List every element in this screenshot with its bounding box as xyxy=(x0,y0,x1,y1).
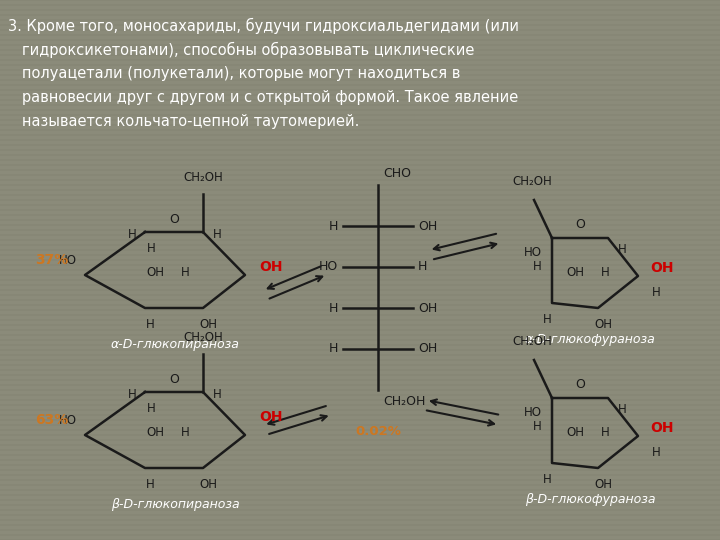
Text: H: H xyxy=(145,318,154,331)
Text: OH: OH xyxy=(199,318,217,331)
Text: O: O xyxy=(575,378,585,391)
Text: OH: OH xyxy=(146,426,164,438)
Text: OH: OH xyxy=(259,260,282,274)
Text: OH: OH xyxy=(418,301,437,314)
Text: H: H xyxy=(418,260,428,273)
Text: H: H xyxy=(328,219,338,233)
Text: H: H xyxy=(618,243,626,256)
Text: 0.02%: 0.02% xyxy=(355,425,401,438)
Text: CH₂OH: CH₂OH xyxy=(512,175,552,188)
Text: OH: OH xyxy=(594,318,612,331)
Text: OH: OH xyxy=(259,410,282,424)
Text: называется кольчато-цепной таутомерией.: называется кольчато-цепной таутомерией. xyxy=(8,114,359,129)
Text: HO: HO xyxy=(524,406,542,419)
Text: H: H xyxy=(147,242,156,255)
Text: H: H xyxy=(181,426,189,438)
Text: H: H xyxy=(328,301,338,314)
Text: H: H xyxy=(128,388,137,401)
Text: CH₂OH: CH₂OH xyxy=(183,331,223,344)
Text: OH: OH xyxy=(594,478,612,491)
Text: HO: HO xyxy=(59,254,77,267)
Text: H: H xyxy=(213,227,222,240)
Text: HO: HO xyxy=(59,414,77,427)
Text: HO: HO xyxy=(319,260,338,273)
Text: H: H xyxy=(534,260,542,273)
Text: 37%: 37% xyxy=(35,253,68,267)
Text: OH: OH xyxy=(566,267,584,280)
Text: β-D-глюкопираноза: β-D-глюкопираноза xyxy=(111,498,239,511)
Text: полуацетали (полукетали), которые могут находиться в: полуацетали (полукетали), которые могут … xyxy=(8,66,460,81)
Text: CH₂OH: CH₂OH xyxy=(512,335,552,348)
Text: H: H xyxy=(128,227,137,240)
Text: H: H xyxy=(147,402,156,415)
Text: O: O xyxy=(169,373,179,386)
Text: HO: HO xyxy=(524,246,542,259)
Text: H: H xyxy=(652,446,661,459)
Text: H: H xyxy=(328,342,338,355)
Text: α-D-глюкопираноза: α-D-глюкопираноза xyxy=(111,338,240,351)
Text: α-D-глюкофураноза: α-D-глюкофураноза xyxy=(525,333,655,346)
Text: H: H xyxy=(181,266,189,279)
Text: CHO: CHO xyxy=(383,167,411,180)
Text: 63%: 63% xyxy=(35,413,68,427)
Text: H: H xyxy=(543,473,552,486)
Text: 3. Кроме того, моносахариды, будучи гидроксиальдегидами (или: 3. Кроме того, моносахариды, будучи гидр… xyxy=(8,18,519,34)
Text: CH₂OH: CH₂OH xyxy=(183,171,223,184)
Text: OH: OH xyxy=(650,261,673,275)
Text: H: H xyxy=(652,286,661,299)
Text: H: H xyxy=(534,420,542,433)
Text: OH: OH xyxy=(146,266,164,279)
Text: равновесии друг с другом и с открытой формой. Такое явление: равновесии друг с другом и с открытой фо… xyxy=(8,90,518,105)
Text: гидроксикетонами), способны образовывать циклические: гидроксикетонами), способны образовывать… xyxy=(8,42,474,58)
Text: CH₂OH: CH₂OH xyxy=(383,395,426,408)
Text: β-D-глюкофураноза: β-D-глюкофураноза xyxy=(525,493,655,506)
Text: OH: OH xyxy=(650,421,673,435)
Text: H: H xyxy=(600,427,609,440)
Text: O: O xyxy=(169,213,179,226)
Text: H: H xyxy=(600,267,609,280)
Text: OH: OH xyxy=(566,427,584,440)
Text: H: H xyxy=(618,403,626,416)
Text: O: O xyxy=(575,218,585,231)
Text: H: H xyxy=(145,478,154,491)
Text: OH: OH xyxy=(199,478,217,491)
Text: H: H xyxy=(543,313,552,326)
Text: OH: OH xyxy=(418,219,437,233)
Text: OH: OH xyxy=(418,342,437,355)
Text: H: H xyxy=(213,388,222,401)
